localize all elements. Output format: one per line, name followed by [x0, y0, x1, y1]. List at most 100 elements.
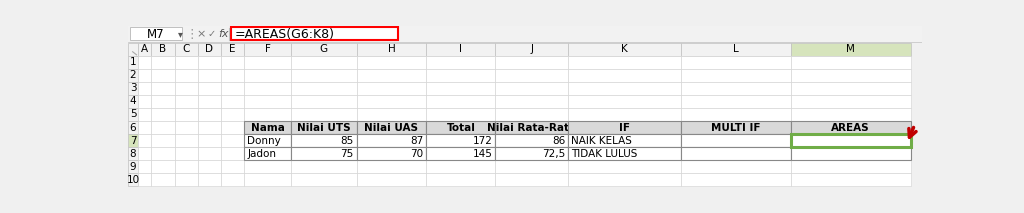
Bar [496, 173, 568, 187]
Bar [128, 95, 138, 108]
Bar [496, 121, 568, 134]
Bar [152, 160, 174, 173]
Bar [426, 69, 496, 82]
Bar [568, 160, 681, 173]
Bar [245, 147, 291, 160]
Bar [356, 134, 426, 147]
Bar [568, 134, 681, 147]
Text: J: J [530, 45, 534, 55]
Bar [681, 69, 791, 82]
Bar [568, 121, 681, 134]
Bar [356, 121, 426, 134]
Text: I: I [460, 45, 463, 55]
Bar [568, 134, 681, 147]
Bar [198, 82, 221, 95]
Text: 1: 1 [901, 136, 907, 146]
Bar [791, 134, 910, 147]
Bar [568, 82, 681, 95]
Bar [291, 43, 356, 56]
Bar [291, 95, 356, 108]
Text: A: A [141, 45, 148, 55]
Bar [138, 95, 152, 108]
Bar [291, 134, 356, 147]
Bar [426, 95, 496, 108]
Bar [681, 121, 791, 134]
Bar [128, 134, 138, 147]
Text: E: E [229, 45, 236, 55]
Bar [198, 95, 221, 108]
Text: 172: 172 [472, 136, 493, 146]
Bar [356, 108, 426, 121]
Text: ×: × [197, 29, 206, 39]
Text: L: L [733, 45, 738, 55]
Bar [791, 82, 910, 95]
Bar [496, 134, 568, 147]
Bar [245, 147, 291, 160]
Text: ⋮: ⋮ [185, 27, 198, 40]
Text: 6: 6 [130, 123, 136, 132]
Text: Jadon: Jadon [248, 149, 276, 159]
Bar [128, 82, 138, 95]
Bar [791, 56, 910, 69]
Bar [138, 134, 152, 147]
Bar [245, 160, 291, 173]
Bar [356, 82, 426, 95]
Bar [356, 147, 426, 160]
Text: 1: 1 [130, 57, 136, 67]
Text: ▾: ▾ [178, 29, 183, 39]
Bar [496, 95, 568, 108]
Text: Nilai UTS: Nilai UTS [297, 123, 350, 132]
Bar [791, 173, 910, 187]
Bar [152, 147, 174, 160]
Bar [426, 82, 496, 95]
Bar [681, 134, 791, 147]
Text: 9: 9 [130, 162, 136, 172]
Bar [356, 173, 426, 187]
Bar [174, 173, 198, 187]
Bar [568, 121, 681, 134]
Bar [791, 69, 910, 82]
Bar [221, 121, 245, 134]
Text: IF: IF [618, 123, 630, 132]
Bar [791, 134, 910, 147]
Text: 87: 87 [410, 136, 423, 146]
Bar [245, 173, 291, 187]
Bar [791, 160, 910, 173]
Text: Nilai Rata-Rata: Nilai Rata-Rata [487, 123, 577, 132]
Bar [128, 173, 138, 187]
Bar [681, 160, 791, 173]
Text: Donny: Donny [248, 136, 282, 146]
Bar [198, 121, 221, 134]
Bar [426, 121, 496, 134]
Bar [496, 56, 568, 69]
Bar [245, 121, 291, 134]
Bar [138, 56, 152, 69]
Bar [152, 95, 174, 108]
Bar [568, 56, 681, 69]
Bar [128, 147, 138, 160]
Bar [291, 121, 356, 134]
Bar [568, 69, 681, 82]
Bar [356, 121, 426, 134]
Text: AREAS: AREAS [831, 123, 870, 132]
Bar [128, 43, 138, 56]
Bar [426, 160, 496, 173]
Bar [426, 108, 496, 121]
Bar [221, 108, 245, 121]
Bar [245, 82, 291, 95]
Bar [426, 134, 496, 147]
Bar [426, 147, 496, 160]
Bar [152, 69, 174, 82]
Bar [138, 82, 152, 95]
Bar [245, 121, 291, 134]
Bar [152, 121, 174, 134]
Bar [245, 134, 291, 147]
Bar [791, 121, 910, 134]
Text: F: F [264, 45, 270, 55]
Bar [174, 134, 198, 147]
Bar [130, 27, 182, 40]
Bar [426, 43, 496, 56]
Text: MULTI IF: MULTI IF [711, 123, 761, 132]
Bar [245, 56, 291, 69]
Bar [245, 43, 291, 56]
